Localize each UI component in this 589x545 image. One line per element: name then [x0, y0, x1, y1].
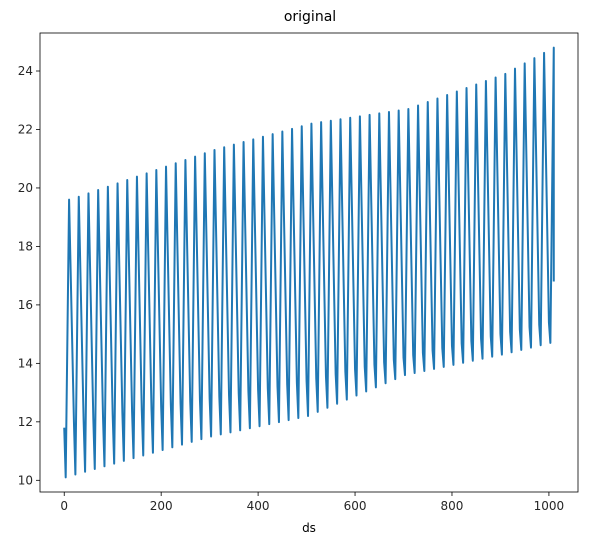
y-tick-label: 24 [18, 64, 33, 78]
y-tick-label: 16 [18, 298, 33, 312]
series-line [63, 46, 555, 479]
x-tick-label: 800 [441, 499, 464, 513]
y-tick-label: 10 [18, 473, 33, 487]
x-tick-label: 400 [247, 499, 270, 513]
x-axis: 0 200 400 600 800 1000 [60, 492, 564, 513]
chart-title: original [284, 9, 336, 25]
x-tick-label: 200 [150, 499, 173, 513]
x-axis-label: ds [302, 521, 316, 535]
x-tick-label: 600 [344, 499, 367, 513]
y-tick-label: 14 [18, 356, 33, 370]
x-tick-label: 1000 [534, 499, 565, 513]
x-tick-label: 0 [60, 499, 68, 513]
y-tick-label: 12 [18, 415, 33, 429]
y-axis: 10 12 14 16 18 20 22 24 [18, 64, 40, 487]
y-tick-label: 22 [18, 122, 33, 136]
y-tick-label: 20 [18, 181, 33, 195]
y-tick-label: 18 [18, 239, 33, 253]
